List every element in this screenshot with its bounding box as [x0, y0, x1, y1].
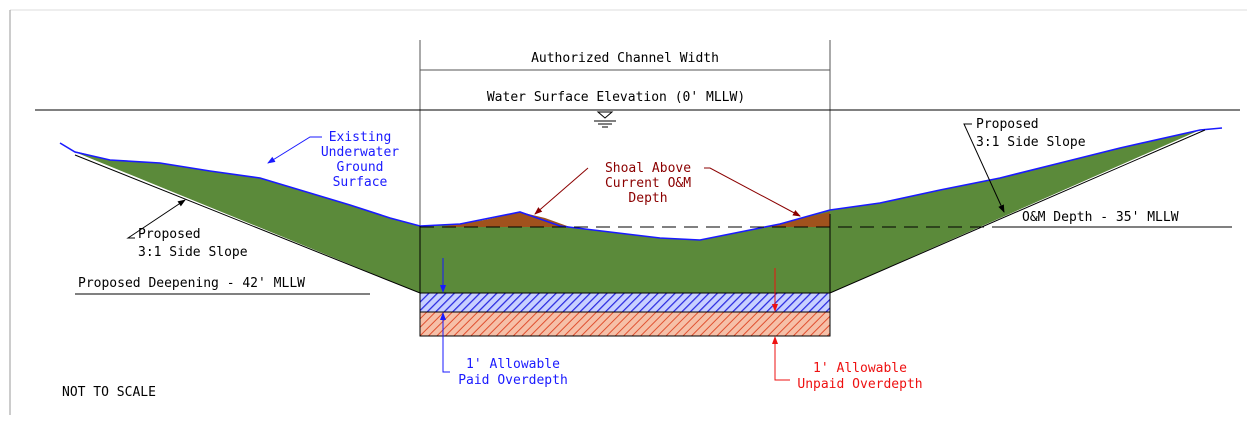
water-surface-label: Water Surface Elevation (0' MLLW) [487, 90, 745, 105]
scale-note: NOT TO SCALE [62, 385, 156, 400]
deepening-label: Proposed Deepening - 42' MLLW [78, 276, 305, 291]
label-line: 1' Allowable [466, 357, 560, 372]
left-slope-label: 3:1 Side Slope [138, 245, 248, 260]
existing-sediment [70, 130, 1200, 293]
frame [9, 9, 1247, 415]
left-slope-label: Proposed [138, 227, 201, 242]
label-line: Existing [329, 130, 392, 145]
right-slope-label: 3:1 Side Slope [976, 135, 1086, 150]
shoal-leader [534, 167, 589, 215]
paid-arrow [440, 312, 450, 373]
unpaid-overdepth-label: 1' Allowable Unpaid Overdepth [797, 361, 922, 392]
unpaid-overdepth [419, 311, 831, 337]
channel-width-label: Authorized Channel Width [531, 51, 719, 66]
shoal-leader [704, 167, 801, 217]
label-line: Unpaid Overdepth [797, 377, 922, 392]
water-symbol [594, 111, 616, 128]
shoal-label: Shoal Above Current O&M Depth [605, 161, 691, 206]
label-line: 1' Allowable [813, 361, 907, 376]
om-depth-label: O&M Depth - 35' MLLW [1022, 210, 1179, 225]
right-slope-leader [963, 123, 1005, 213]
paid-overdepth-label: 1' Allowable Paid Overdepth [458, 357, 568, 388]
right-slope-label: Proposed [976, 117, 1039, 132]
label-line: Ground [337, 160, 384, 175]
existing-surface-label: Existing Underwater Ground Surface [321, 130, 399, 190]
shoal [440, 212, 570, 227]
label-line: Shoal Above [605, 161, 691, 176]
label-line: Depth [628, 191, 667, 206]
label-line: Paid Overdepth [458, 373, 568, 388]
existing-surface-leader [267, 136, 322, 164]
label-line: Current O&M [605, 176, 691, 191]
label-line: Surface [333, 175, 388, 190]
paid-overdepth [419, 292, 831, 313]
label-line: Underwater [321, 145, 399, 160]
left-slope-leader [126, 199, 186, 239]
channel-width-dimension [419, 40, 831, 226]
unpaid-arrow [772, 336, 790, 381]
